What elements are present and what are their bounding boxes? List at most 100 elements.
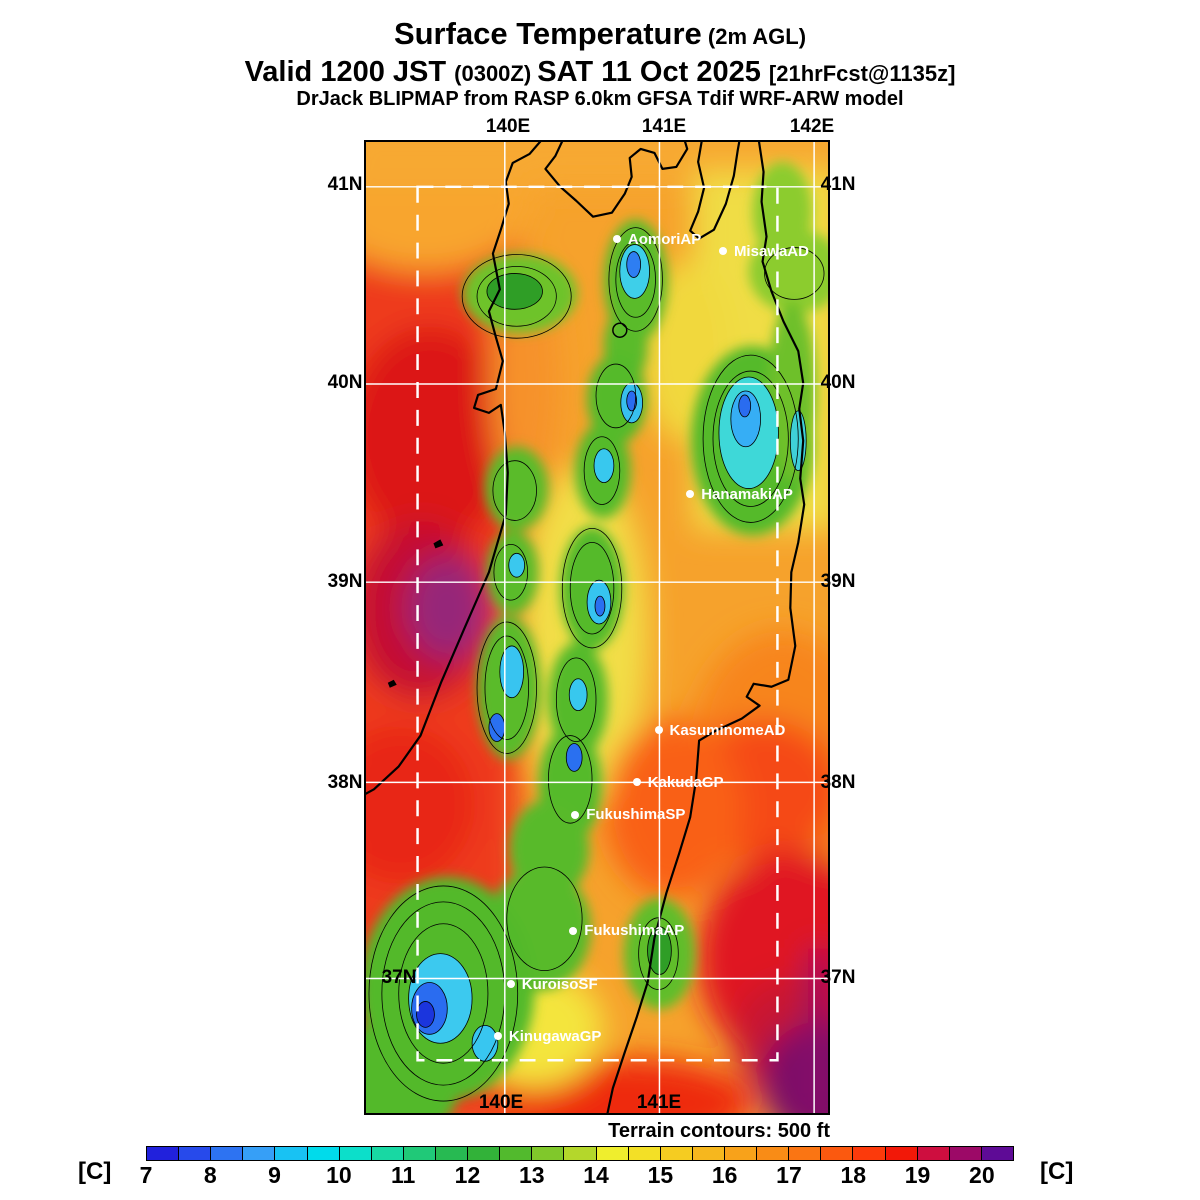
- colorbar-segment: [531, 1147, 564, 1160]
- colorbar-segment: [338, 1147, 371, 1160]
- station-marker-FukushimaSP: FukushimaSP: [571, 806, 685, 824]
- colorbar-tick-14: 14: [583, 1162, 609, 1188]
- colorbar-tick-9: 9: [268, 1162, 281, 1188]
- colorbar-tick-10: 10: [326, 1162, 352, 1188]
- station-marker-FukushimaAP: FukushimaAP: [569, 922, 684, 940]
- valid-zulu: (0300Z): [454, 61, 538, 86]
- colorbar-tick-13: 13: [518, 1162, 545, 1188]
- colorbar: [146, 1146, 1014, 1161]
- colorbar-segment: [499, 1147, 532, 1160]
- terrain-contours: [368, 227, 825, 1102]
- colorbar-tick-7: 7: [139, 1162, 153, 1188]
- station-dot: [612, 235, 621, 244]
- colorbar-segment: [563, 1147, 596, 1160]
- station-label: KakudaGP: [647, 773, 724, 791]
- colorbar-segment: [788, 1147, 821, 1160]
- station-dot: [654, 726, 663, 735]
- inner-domain-box: [416, 185, 779, 1062]
- lat-label-right-39n: 39N: [820, 571, 856, 592]
- station-label: FukushimaAP: [584, 922, 685, 940]
- valid-date: SAT 11 Oct 2025: [537, 56, 769, 88]
- station-label: KinugawaGP: [508, 1027, 602, 1045]
- station-dot: [493, 1032, 502, 1041]
- colorbar-segment: [147, 1147, 179, 1160]
- colorbar-segment: [884, 1147, 917, 1160]
- colorbar-unit-right: [C]: [1040, 1158, 1074, 1185]
- valid-fcst: [21hrFcst@1135z]: [768, 61, 956, 86]
- station-label: AomoriAP: [627, 230, 702, 248]
- islands: [387, 539, 444, 688]
- station-marker-KinugawaGP: KinugawaGP: [493, 1027, 602, 1045]
- colorbar-segment: [595, 1147, 628, 1160]
- station-label: FukushimaSP: [586, 806, 686, 824]
- colorbar-segment: [210, 1147, 243, 1160]
- colorbar-segment: [691, 1147, 724, 1160]
- colorbar-tick-15: 15: [647, 1162, 674, 1188]
- station-dot: [506, 980, 515, 989]
- lon-label-top-140e: 140E: [485, 116, 531, 137]
- station-dot: [569, 926, 578, 935]
- colorbar-segment: [627, 1147, 660, 1160]
- lat-label-right-40n: 40N: [820, 372, 856, 393]
- station-label: MisawaAD: [733, 242, 809, 260]
- lat-label-right-37n: 37N: [820, 967, 856, 988]
- station-dot: [571, 810, 580, 819]
- station-label: KasuminomeAD: [669, 721, 786, 739]
- colorbar-segment: [467, 1147, 500, 1160]
- model-line: DrJack BLIPMAP from RASP 6.0km GFSA Tdif…: [296, 88, 904, 110]
- station-marker-MisawaAD: MisawaAD: [718, 242, 809, 261]
- colorbar-segment: [178, 1147, 211, 1160]
- lat-label-left-39n: 39N: [327, 571, 363, 592]
- colorbar-segment: [274, 1147, 307, 1160]
- colorbar-segment: [820, 1147, 853, 1160]
- colorbar-tick-11: 11: [391, 1162, 416, 1188]
- colorbar-segment: [723, 1147, 757, 1160]
- coastline: [366, 142, 806, 1113]
- lat-label-left-37n: 37N: [381, 967, 417, 988]
- lon-label-bottom-140e: 140E: [478, 1092, 524, 1113]
- lat-label-left-40n: 40N: [327, 372, 363, 393]
- colorbar-segment: [852, 1147, 885, 1160]
- colorbar-segment: [370, 1147, 403, 1160]
- station-dot: [686, 490, 695, 499]
- lon-label-top-142e: 142E: [789, 116, 835, 137]
- colorbar-segment: [980, 1147, 1013, 1160]
- title-main: Surface Temperature: [393, 16, 702, 51]
- cold-cores: [408, 244, 807, 1062]
- colorbar-segment: [434, 1147, 468, 1160]
- station-marker-AomoriAP: AomoriAP: [612, 230, 702, 249]
- temperature-map: AomoriAP MisawaAD HanamakiAP KasuminomeAD Ka…: [364, 140, 830, 1115]
- colorbar-unit-left: [C]: [78, 1158, 112, 1185]
- colorbar-segment: [659, 1147, 692, 1160]
- station-label: HanamakiAP: [701, 485, 793, 503]
- colorbar-tick-20: 20: [969, 1162, 995, 1188]
- valid-prefix: Valid 1200 JST: [244, 56, 455, 88]
- station-dot: [632, 778, 641, 787]
- title-suffix: (2m AGL): [701, 24, 807, 49]
- colorbar-segment: [756, 1147, 789, 1160]
- valid-line: Valid 1200 JST (0300Z) SAT 11 Oct 2025 […: [0, 56, 1200, 89]
- colorbar-tick-16: 16: [711, 1162, 738, 1188]
- station-marker-KakudaGP: KakudaGP: [632, 773, 724, 791]
- colorbar-ticks: 7 8 9 10 11 12 13 14 15 16 17 18 19 20: [140, 1162, 1014, 1190]
- colorbar-tick-8: 8: [203, 1162, 217, 1188]
- colorbar-segment: [948, 1147, 981, 1160]
- station-marker-KuroisoSF: KuroisoSF: [506, 975, 598, 994]
- chart-title: Surface Temperature (2m AGL): [0, 16, 1200, 52]
- terrain-contours-note: Terrain contours: 500 ft: [608, 1120, 830, 1142]
- station-marker-KasuminomeAD: KasuminomeAD: [654, 721, 786, 740]
- colorbar-tick-12: 12: [454, 1162, 481, 1188]
- lat-label-left-38n: 38N: [327, 772, 363, 793]
- colorbar-segment: [916, 1147, 949, 1160]
- temperature-field-svg: [366, 142, 828, 1113]
- station-marker-HanamakiAP: HanamakiAP: [686, 486, 793, 504]
- station-label: KuroisoSF: [521, 975, 598, 993]
- grid-lines: [366, 142, 828, 1113]
- lat-label-right-41n: 41N: [820, 174, 856, 195]
- lon-label-top-141e: 141E: [641, 116, 687, 137]
- station-dot: [718, 247, 727, 256]
- lon-label-bottom-141e: 141E: [636, 1092, 682, 1113]
- colorbar-segment: [402, 1147, 435, 1160]
- colorbar-tick-19: 19: [904, 1162, 931, 1188]
